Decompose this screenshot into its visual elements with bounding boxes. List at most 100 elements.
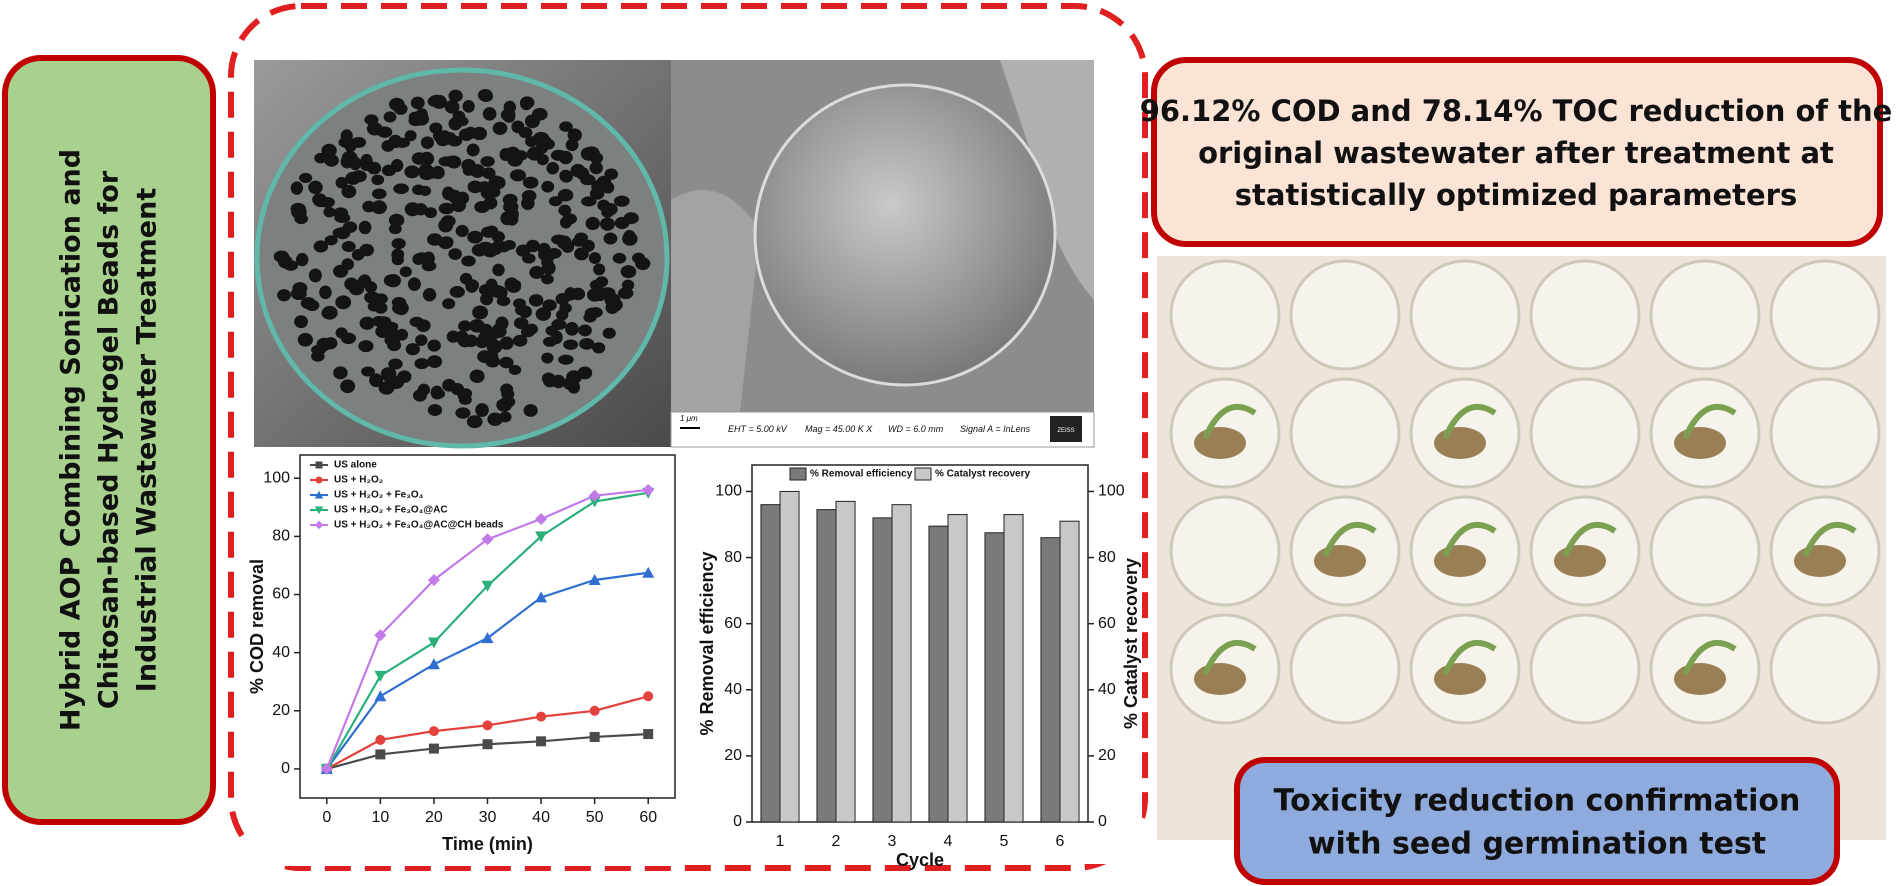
- bead: [335, 295, 352, 310]
- sem-scale: 1 μm: [680, 414, 698, 423]
- well: [1769, 377, 1881, 489]
- bar: [760, 504, 781, 823]
- marker: [315, 476, 323, 484]
- y2-axis-label: % Catalyst recovery: [1121, 558, 1141, 729]
- bead: [342, 221, 358, 233]
- bead: [503, 112, 516, 123]
- marker: [427, 573, 440, 586]
- bead: [546, 162, 560, 175]
- y-tick-label: 80: [272, 528, 290, 545]
- bar: [1040, 537, 1061, 823]
- bar: [1003, 514, 1024, 823]
- bar: [928, 525, 949, 823]
- bead: [591, 180, 606, 194]
- bead: [277, 289, 291, 302]
- bead: [350, 136, 367, 148]
- y-tick-label: 0: [733, 813, 742, 830]
- bead: [319, 285, 332, 300]
- seedling: [1434, 545, 1486, 577]
- toxicity-box: [1234, 757, 1840, 885]
- bead: [424, 207, 438, 219]
- bead: [388, 358, 403, 370]
- bead: [418, 163, 434, 177]
- bead: [459, 272, 473, 285]
- bead: [381, 164, 397, 177]
- bead: [548, 196, 563, 207]
- bead: [574, 232, 588, 244]
- marker: [642, 483, 655, 496]
- bead: [578, 324, 592, 337]
- x-tick-label: 5: [1000, 833, 1009, 850]
- well: [1529, 613, 1641, 725]
- bead: [480, 156, 495, 167]
- sprout: [1682, 403, 1737, 440]
- bead: [358, 340, 374, 353]
- bead: [499, 147, 512, 162]
- legend-label: US alone: [334, 460, 377, 471]
- x-tick-label: 3: [888, 833, 897, 850]
- sem-wd: WD = 6.0 mm: [888, 424, 944, 434]
- bead: [508, 364, 522, 376]
- marker: [536, 711, 547, 722]
- bead: [504, 277, 519, 292]
- marker: [375, 734, 386, 745]
- y2-tick-label: 20: [1098, 747, 1116, 764]
- bead: [461, 255, 476, 267]
- seedling: [1794, 545, 1846, 577]
- sem-brand: ZEISS: [1057, 428, 1074, 434]
- y-tick-label: 100: [715, 483, 742, 500]
- bead: [405, 343, 420, 356]
- sprout: [1682, 639, 1737, 676]
- bead: [500, 383, 514, 396]
- x-axis-label: Cycle: [896, 850, 944, 870]
- bead: [526, 146, 543, 161]
- bead: [565, 322, 579, 336]
- bead: [491, 325, 507, 339]
- sem-signal: Signal A = InLens: [960, 424, 1031, 434]
- bead: [466, 415, 483, 429]
- bead: [496, 295, 511, 307]
- bead: [415, 108, 428, 121]
- marker: [536, 736, 547, 747]
- marker: [320, 762, 333, 775]
- bead: [341, 184, 357, 199]
- bead: [385, 273, 402, 288]
- bead: [340, 332, 357, 345]
- bead: [404, 130, 417, 142]
- toxicity-line: Toxicity reduction confirmation: [1274, 784, 1801, 819]
- bead: [524, 114, 540, 129]
- bead: [323, 206, 336, 218]
- y-tick-label: 0: [281, 760, 290, 777]
- y2-tick-label: 80: [1098, 549, 1116, 566]
- sem-bead: [753, 83, 1057, 387]
- result-line: 96.12% COD and 78.14% TOC reduction of t…: [1140, 94, 1893, 128]
- bead: [334, 212, 351, 224]
- bead: [593, 263, 606, 276]
- well: [1529, 259, 1641, 371]
- bead: [294, 315, 308, 329]
- bead: [395, 328, 409, 341]
- bead: [427, 404, 443, 416]
- bead: [349, 156, 362, 171]
- bead: [487, 412, 503, 427]
- seedling: [1554, 545, 1606, 577]
- bead: [407, 277, 421, 292]
- bar: [872, 517, 893, 823]
- x-tick-label: 0: [322, 809, 331, 826]
- bead: [490, 241, 503, 255]
- bead: [467, 230, 483, 244]
- sem-texture: [1000, 60, 1094, 300]
- bead: [447, 189, 462, 204]
- seed-plate-photo: [1157, 256, 1886, 840]
- y2-tick-label: 60: [1098, 615, 1116, 632]
- bead: [522, 176, 539, 189]
- legend-label: US + H₂O₂ + Fe₃O₄: [334, 490, 424, 501]
- seedling: [1674, 663, 1726, 695]
- bead: [564, 287, 577, 301]
- y-axis-label: % COD removal: [247, 559, 267, 694]
- bead: [559, 169, 572, 182]
- title-line: Hybrid AOP Combining Sonication and: [56, 149, 87, 731]
- bead: [558, 354, 574, 365]
